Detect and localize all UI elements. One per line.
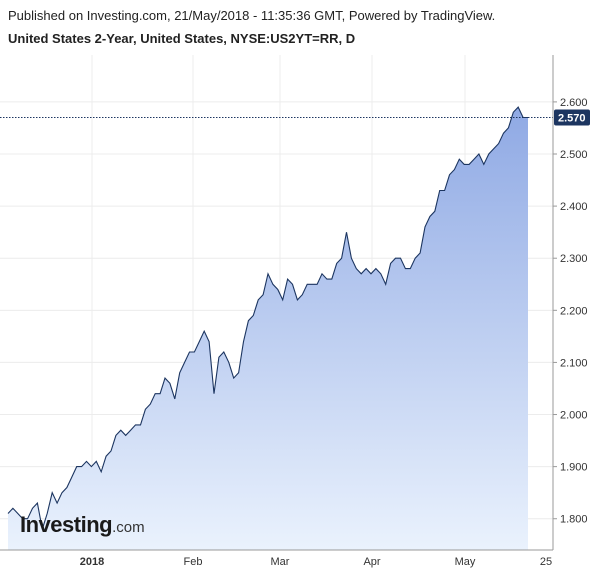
last-value-badge-bg [554, 109, 590, 126]
series-line [7, 106, 528, 530]
y-tick-label: 2.000 [560, 410, 588, 422]
y-tick-label: 2.400 [560, 201, 588, 213]
x-tick-label: 25 [540, 556, 552, 568]
published-info: Published on Investing.com, 21/May/2018 … [8, 8, 496, 23]
logo-suffix: .com [112, 519, 145, 536]
logo-main: Investing [20, 512, 113, 537]
chart-title: United States 2-Year, United States, NYS… [8, 31, 356, 46]
y-tick-label: 2.600 [560, 97, 588, 109]
y-tick-label: 1.800 [560, 514, 588, 526]
y-tick-label: 2.200 [560, 305, 588, 317]
x-tick-label: Apr [363, 556, 380, 568]
y-tick-label: 2.500 [560, 149, 588, 161]
investing-logo: Investing.com [20, 512, 145, 538]
x-tick-label: Mar [271, 556, 290, 568]
x-tick-label: May [455, 556, 476, 568]
x-tick-label: 2018 [80, 556, 104, 568]
x-axis: 2018 Feb Mar Apr May 25 [80, 556, 552, 568]
y-tick-label: 2.300 [560, 253, 588, 265]
area-fill [8, 107, 528, 550]
y-tick-label: 1.900 [560, 462, 588, 474]
y-tick-label: 2.100 [560, 357, 588, 369]
last-value-label: 2.570 [558, 113, 586, 125]
last-value-badge: 2.570 [554, 109, 590, 126]
x-tick-label: Feb [184, 556, 203, 568]
y-axis: 1.800 1.900 2.000 2.100 2.200 2.300 2.400 2.500… [553, 97, 588, 526]
